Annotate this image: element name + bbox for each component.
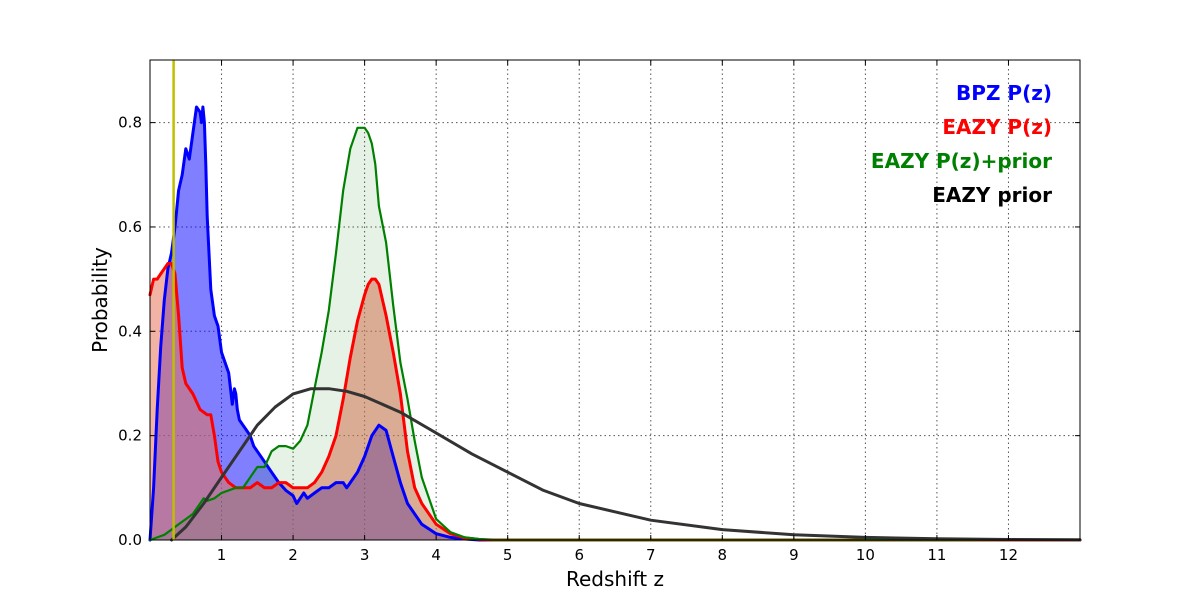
axis-ticks: [150, 60, 1080, 541]
y-tick-label: 0.8: [118, 114, 142, 132]
legend-item: EAZY prior: [932, 183, 1052, 207]
x-tick-label: 1: [217, 546, 227, 564]
x-tick-label: 12: [999, 546, 1018, 564]
bpz-p-z-line: [148, 105, 1082, 542]
x-tick-label: 10: [856, 546, 875, 564]
x-tick-label: 5: [503, 546, 513, 564]
x-axis-label: Redshift z: [566, 567, 664, 591]
eazy-p-z-prior-area: [150, 127, 1080, 541]
x-tick-label: 4: [431, 546, 441, 564]
eazy-p-z-line: [148, 262, 1082, 542]
grid: [150, 60, 1080, 540]
y-tick-label: 0.0: [118, 531, 142, 549]
plot-frame: [149, 59, 1081, 541]
y-tick-label: 0.6: [118, 218, 142, 236]
x-tick-label: 2: [288, 546, 298, 564]
x-tick-label: 7: [646, 546, 656, 564]
legend-item: EAZY P(z)+prior: [871, 149, 1052, 173]
y-tick-label: 0.2: [118, 427, 142, 445]
x-tick-label: 6: [574, 546, 584, 564]
eazy-p-z-area: [150, 263, 1080, 540]
eazy-p-z-prior-line: [148, 126, 1082, 542]
y-tick-label: 0.4: [118, 322, 142, 340]
y-axis-label: Probability: [88, 247, 112, 353]
x-tick-label: 9: [789, 546, 799, 564]
tick-labels: 1 2 3 4 5 6 7 8 9 10 11 120.00.20.40.60.8: [118, 114, 1018, 564]
series-fills: [150, 107, 1080, 541]
legend-item: EAZY P(z): [942, 115, 1052, 139]
legend-item: BPZ P(z): [956, 81, 1052, 105]
x-tick-label: 8: [718, 546, 728, 564]
eazy-prior-line: [170, 387, 1082, 542]
x-tick-label: 3: [360, 546, 370, 564]
legend: BPZ P(z) EAZY P(z) EAZY P(z)+prior EAZY pri…: [871, 81, 1052, 207]
x-tick-label: 11: [927, 546, 946, 564]
series-lines: [148, 105, 1082, 542]
